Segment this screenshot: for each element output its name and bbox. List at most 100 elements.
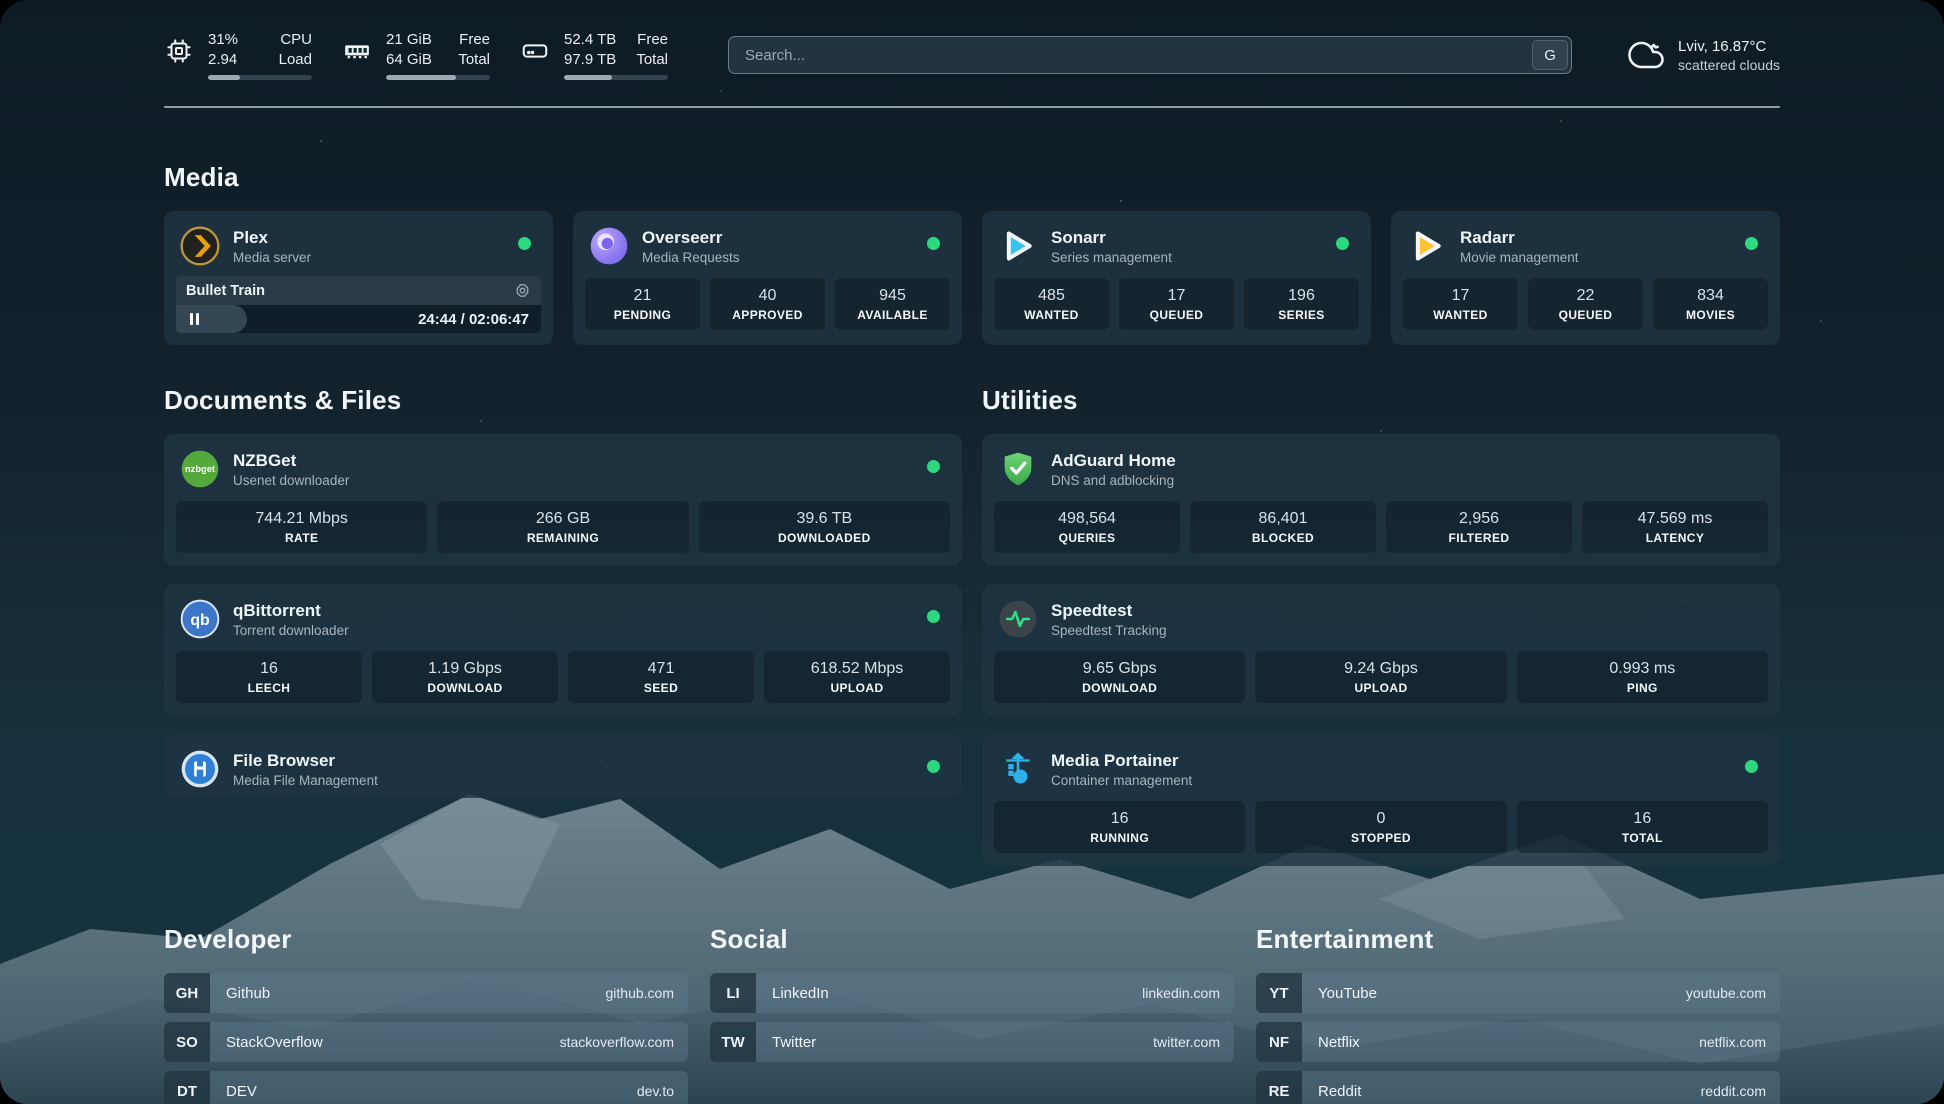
bookmark-name: Github	[226, 984, 271, 1002]
bookmark-url: twitter.com	[1153, 1034, 1220, 1050]
stat-box: 21 PENDING	[585, 278, 700, 330]
speedtest-logo-icon	[998, 599, 1038, 639]
app-stats: 16 RUNNING 0 STOPPED 16 TOTAL	[982, 798, 1780, 865]
stat-label: SERIES	[1278, 308, 1325, 322]
app-desc: Series management	[1051, 250, 1172, 265]
stat-value: 9.24 Gbps	[1344, 660, 1418, 677]
bookmark-url: reddit.com	[1700, 1083, 1766, 1099]
stat-label: STOPPED	[1351, 831, 1411, 845]
section-developer: Developer GH Github github.com SO StackOverf…	[164, 924, 688, 1104]
memory-progress-bar	[386, 75, 490, 80]
stat-box: 40 APPROVED	[710, 278, 825, 330]
cpu-usage-label: CPU	[280, 31, 312, 48]
stat-box: 17 WANTED	[1403, 278, 1518, 330]
status-dot	[518, 237, 531, 250]
app-card-qbittorrent[interactable]: qb qBittorrent Torrent downloader 16 LEEC…	[164, 584, 962, 716]
stat-label: WANTED	[1024, 308, 1079, 322]
memory-total-value: 64 GiB	[386, 51, 432, 68]
entertainment-links: YT YouTube youtube.com NF Netflix netflix.com…	[1256, 973, 1780, 1104]
app-card-plex[interactable]: Plex Media server Bullet Train	[164, 211, 553, 345]
radarr-logo-icon	[1407, 226, 1447, 266]
stat-box: 945 AVAILABLE	[835, 278, 950, 330]
bookmark-abbr-badge: SO	[164, 1022, 210, 1062]
bookmark-abbr-badge: DT	[164, 1071, 210, 1104]
app-stats: 498,564 QUERIES 86,401 BLOCKED 2,956 FILTERED…	[982, 498, 1780, 565]
social-section-title: Social	[710, 924, 788, 954]
app-stats: 744.21 Mbps RATE 266 GB REMAINING 39.6 TB DOW…	[164, 498, 962, 565]
stat-value: 16	[260, 660, 278, 677]
now-playing-row: Bullet Train	[176, 276, 541, 305]
bookmark-reddit[interactable]: RE Reddit reddit.com	[1256, 1071, 1780, 1104]
bookmark-name: DEV	[226, 1082, 257, 1100]
weather-widget[interactable]: Lviv, 16.87°C scattered clouds	[1628, 37, 1780, 73]
bookmark-dev[interactable]: DT DEV dev.to	[164, 1071, 688, 1104]
section-media: Media Plex Media server	[164, 162, 1780, 345]
app-card-filebrowser[interactable]: File Browser Media File Management	[164, 734, 962, 798]
svg-text:qb: qb	[190, 612, 210, 629]
developer-section-title: Developer	[164, 924, 292, 954]
app-card-radarr[interactable]: Radarr Movie management 17 WANTED 22 QUEUED…	[1391, 211, 1780, 345]
bookmark-youtube[interactable]: YT YouTube youtube.com	[1256, 973, 1780, 1013]
app-name: Speedtest	[1051, 601, 1133, 620]
stat-box: 0.993 ms PING	[1516, 651, 1768, 703]
storage-stat: 52.4 TB Free 97.9 TB Total	[520, 30, 668, 80]
stat-value: 17	[1451, 287, 1470, 304]
stat-value: 618.52 Mbps	[810, 660, 904, 677]
stat-value: 1.19 Gbps	[428, 660, 502, 677]
stat-label: REMAINING	[526, 531, 600, 545]
stat-box: 39.6 TB DOWNLOADED	[698, 501, 950, 553]
cpu-icon	[164, 36, 194, 66]
stat-value: 0	[1376, 810, 1386, 827]
media-section-title: Media	[164, 162, 239, 192]
stat-box: 16 TOTAL	[1516, 801, 1768, 853]
stat-box: 834 MOVIES	[1653, 278, 1768, 330]
bookmark-url: stackoverflow.com	[559, 1034, 674, 1050]
app-card-nzbget[interactable]: nzbget NZBGet Usenet downloader 744.21 M…	[164, 434, 962, 566]
stat-value: 498,564	[1058, 510, 1116, 527]
documents-section-title: Documents & Files	[164, 385, 402, 415]
stat-label: DOWNLOAD	[1082, 681, 1158, 695]
app-name: qBittorrent	[233, 601, 321, 620]
stat-value: 834	[1697, 287, 1724, 304]
app-card-overseerr[interactable]: Overseerr Media Requests 21 PENDING 40 APPR…	[573, 211, 962, 345]
app-card-speedtest[interactable]: Speedtest Speedtest Tracking 9.65 Gbps DO…	[982, 584, 1780, 716]
sonarr-logo-icon	[998, 226, 1038, 266]
stat-value: 86,401	[1258, 510, 1308, 527]
status-dot	[1336, 237, 1349, 250]
stat-value: 945	[879, 287, 906, 304]
storage-free-value: 52.4 TB	[564, 31, 617, 48]
search-engine-button[interactable]: G	[1532, 40, 1569, 70]
app-card-portainer[interactable]: Media Portainer Container management 16 R…	[982, 734, 1780, 866]
app-card-sonarr[interactable]: Sonarr Series management 485 WANTED 17 QUEU…	[982, 211, 1371, 345]
bookmark-github[interactable]: GH Github github.com	[164, 973, 688, 1013]
app-name: File Browser	[233, 751, 336, 770]
app-name: Plex	[233, 228, 268, 247]
app-stats: 21 PENDING 40 APPROVED 945 AVAILABLE	[573, 275, 962, 342]
developer-links: GH Github github.com SO StackOverflow stackov…	[164, 973, 688, 1104]
stat-box: 9.65 Gbps DOWNLOAD	[994, 651, 1246, 703]
app-desc: Movie management	[1460, 250, 1579, 265]
stat-box: 86,401 BLOCKED	[1190, 501, 1376, 553]
pause-icon[interactable]	[190, 313, 199, 325]
stat-value: 196	[1288, 287, 1315, 304]
stat-label: RATE	[284, 531, 319, 545]
gear-icon[interactable]	[514, 282, 531, 299]
bookmark-stackoverflow[interactable]: SO StackOverflow stackoverflow.com	[164, 1022, 688, 1062]
bookmark-twitter[interactable]: TW Twitter twitter.com	[710, 1022, 1234, 1062]
stat-value: 2,956	[1458, 510, 1500, 527]
app-name: Overseerr	[642, 228, 723, 247]
bookmark-name: Reddit	[1318, 1082, 1362, 1100]
cpu-stat: 31% CPU 2.94 Load	[164, 30, 312, 80]
stat-label: UPLOAD	[830, 681, 884, 695]
stat-box: 9.24 Gbps UPLOAD	[1255, 651, 1507, 703]
stat-label: RUNNING	[1090, 831, 1150, 845]
playback-progress-bar[interactable]: 24:44 / 02:06:47	[176, 305, 541, 333]
stat-box: 196 SERIES	[1244, 278, 1359, 330]
bookmark-abbr-badge: TW	[710, 1022, 756, 1062]
search-input[interactable]	[728, 36, 1573, 74]
bookmark-linkedin[interactable]: LI LinkedIn linkedin.com	[710, 973, 1234, 1013]
bookmark-netflix[interactable]: NF Netflix netflix.com	[1256, 1022, 1780, 1062]
cpu-load-value: 2.94	[208, 51, 238, 68]
stat-label: WANTED	[1433, 308, 1488, 322]
app-card-adguard[interactable]: AdGuard Home DNS and adblocking 498,564 Q…	[982, 434, 1780, 566]
